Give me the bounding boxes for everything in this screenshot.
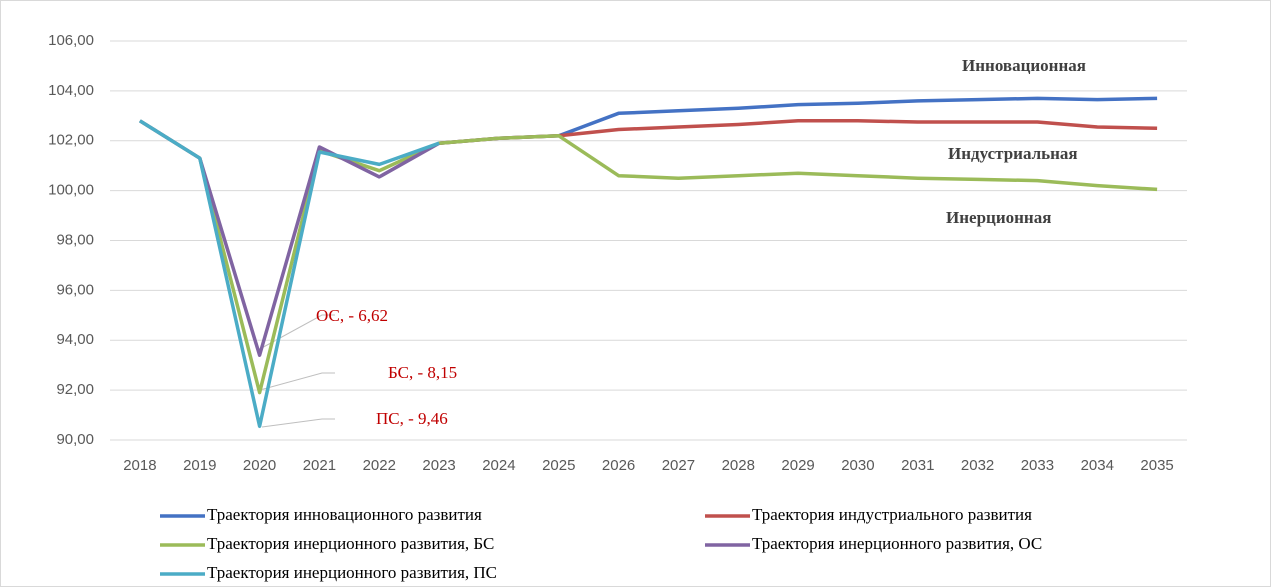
annotation: БС, - 8,15 [388,363,457,382]
x-tick-label: 2033 [1021,457,1054,474]
scenario-label: Инерционная [946,208,1051,227]
plot: 90,00 92,00 94,00 96,00 98,00 100,00 102,00 104… [48,32,1187,582]
y-tick-label: 96,00 [56,281,94,298]
x-tick-label: 2024 [482,457,515,474]
x-tick-label: 2034 [1081,457,1114,474]
scenario-label: Индустриальная [948,144,1078,163]
leader-line [261,418,335,428]
leader-line [259,372,335,391]
x-tick-label: 2025 [542,457,575,474]
y-tick-label: 94,00 [56,331,94,348]
legend-label: Траектория инерционного развития, ПС [207,563,497,582]
x-tick-label: 2030 [841,457,874,474]
y-tick-label: 98,00 [56,231,94,248]
x-tick-label: 2026 [602,457,635,474]
legend-label: Траектория инерционного развития, БС [207,534,494,553]
x-tick-label: 2035 [1140,457,1173,474]
y-tick-label: 92,00 [56,381,94,398]
legend-label: Траектория инновационного развития [207,505,482,524]
annotation: ПС, - 9,46 [376,409,448,428]
legend-label: Траектория инерционного развития, ОС [752,534,1042,553]
y-tick-label: 104,00 [48,82,94,99]
y-tick-label: 102,00 [48,132,94,149]
legend-label: Траектория индустриального развития [752,505,1032,524]
x-tick-label: 2022 [363,457,396,474]
y-tick-label: 106,00 [48,32,94,49]
scenario-label: Инновационная [962,56,1086,75]
x-tick-label: 2018 [123,457,156,474]
x-tick-label: 2028 [722,457,755,474]
x-tick-label: 2027 [662,457,695,474]
y-tick-label: 100,00 [48,182,94,199]
series-line [138,119,440,429]
annotation: ОС, - 6,62 [316,306,388,325]
x-tick-label: 2031 [901,457,934,474]
x-tick-label: 2029 [781,457,814,474]
x-tick-label: 2020 [243,457,276,474]
x-tick-label: 2032 [961,457,994,474]
x-tick-label: 2021 [303,457,336,474]
x-tick-label: 2023 [422,457,455,474]
x-tick-label: 2019 [183,457,216,474]
y-tick-label: 90,00 [56,431,94,448]
